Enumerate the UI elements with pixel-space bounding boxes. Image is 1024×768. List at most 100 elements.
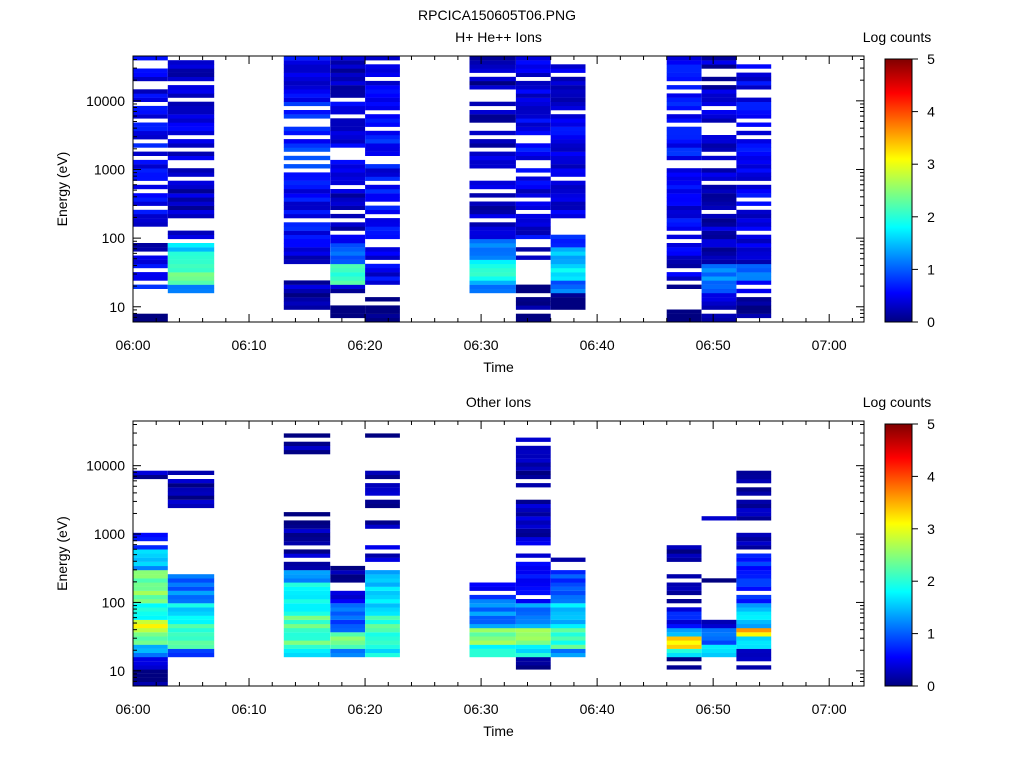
heatmap-cell bbox=[283, 222, 331, 227]
heatmap-cell bbox=[701, 226, 737, 231]
heatmap-cell bbox=[283, 255, 331, 260]
heatmap-cell bbox=[167, 499, 215, 504]
heatmap-cell bbox=[550, 89, 586, 94]
heatmap-cell bbox=[133, 677, 168, 682]
heatmap-cell bbox=[469, 259, 516, 265]
heatmap-cell bbox=[365, 56, 400, 61]
y-axis-label: Energy (eV) bbox=[54, 516, 70, 591]
heatmap-cell bbox=[330, 243, 366, 248]
heatmap-cell bbox=[736, 76, 772, 82]
heatmap-cell bbox=[167, 574, 215, 579]
heatmap-cell bbox=[736, 297, 772, 302]
heatmap-cell bbox=[515, 578, 551, 583]
heatmap-cell bbox=[666, 628, 702, 633]
heatmap-cell bbox=[666, 76, 702, 82]
x-tick-label: 06:50 bbox=[696, 337, 731, 353]
heatmap-cell bbox=[365, 309, 400, 314]
heatmap-cell bbox=[330, 172, 366, 177]
heatmap-cell bbox=[365, 205, 400, 210]
heatmap-cell bbox=[736, 313, 772, 319]
heatmap-cell bbox=[365, 623, 400, 629]
heatmap-cell bbox=[283, 648, 331, 653]
heatmap-cell bbox=[666, 272, 702, 277]
heatmap-cell bbox=[736, 305, 772, 310]
heatmap-cell bbox=[365, 628, 400, 633]
heatmap-cell bbox=[469, 619, 516, 625]
heatmap-cell bbox=[167, 603, 215, 608]
heatmap-cell bbox=[469, 652, 516, 658]
heatmap-cell bbox=[365, 305, 400, 310]
heatmap-cell bbox=[167, 76, 215, 82]
heatmap-cell bbox=[133, 317, 168, 323]
heatmap-cell bbox=[283, 599, 331, 604]
heatmap-cell bbox=[133, 222, 168, 227]
colorbar-tick-label: 1 bbox=[927, 261, 935, 277]
heatmap-cell bbox=[330, 578, 366, 583]
heatmap-cell bbox=[167, 93, 215, 98]
heatmap-cell bbox=[133, 545, 168, 550]
heatmap-cell bbox=[666, 209, 702, 215]
heatmap-cell bbox=[666, 557, 702, 562]
heatmap-cell bbox=[666, 151, 702, 156]
heatmap-cell bbox=[550, 292, 586, 298]
heatmap-cell bbox=[330, 632, 366, 637]
heatmap-cell bbox=[167, 72, 215, 77]
heatmap-cell bbox=[365, 499, 400, 504]
heatmap-cell bbox=[365, 574, 400, 579]
heatmap-cell bbox=[283, 176, 331, 181]
heatmap-cell bbox=[515, 288, 551, 294]
heatmap-cell bbox=[133, 255, 168, 260]
heatmap-cell bbox=[515, 458, 551, 463]
heatmap-cell bbox=[167, 126, 215, 132]
heatmap-cell bbox=[283, 251, 331, 256]
heatmap-cell bbox=[701, 213, 737, 219]
heatmap-cell bbox=[469, 288, 516, 294]
panel-h-he-ions: 06:00 06:10 06:20 06:30 06:40 06:50 07:0010100… bbox=[54, 29, 935, 375]
heatmap-cell bbox=[167, 60, 215, 65]
heatmap-cell bbox=[133, 135, 168, 140]
heatmap-cell bbox=[515, 445, 551, 451]
heatmap-cell bbox=[736, 578, 772, 583]
heatmap-cell bbox=[666, 172, 702, 177]
heatmap-cell bbox=[283, 450, 331, 455]
heatmap-cell bbox=[736, 110, 772, 115]
heatmap-cell bbox=[133, 56, 168, 61]
heatmap-cell bbox=[736, 64, 772, 69]
heatmap-cell bbox=[550, 268, 586, 273]
heatmap-cell bbox=[283, 541, 331, 546]
heatmap-cell bbox=[365, 599, 400, 604]
heatmap-cell bbox=[133, 68, 168, 73]
heatmap-cell bbox=[515, 599, 551, 604]
heatmap-cell bbox=[365, 143, 400, 148]
y-tick-label: 100 bbox=[102, 594, 126, 610]
heatmap-cell bbox=[167, 209, 215, 215]
y-tick-label: 10000 bbox=[86, 93, 125, 109]
y-tick-label: 1000 bbox=[94, 526, 125, 542]
heatmap-cell bbox=[365, 80, 400, 86]
heatmap-cell bbox=[167, 590, 215, 596]
heatmap-cell bbox=[666, 636, 702, 641]
heatmap-cell bbox=[330, 201, 366, 206]
heatmap-cell bbox=[515, 193, 551, 198]
heatmap-cell bbox=[330, 284, 366, 289]
heatmap-cell bbox=[550, 586, 586, 591]
heatmap-cell bbox=[330, 89, 366, 94]
heatmap-cell bbox=[365, 222, 400, 227]
heatmap-cell bbox=[550, 607, 586, 612]
heatmap-cell bbox=[736, 139, 772, 144]
heatmap-cell bbox=[701, 197, 737, 202]
heatmap-cell bbox=[365, 503, 400, 509]
heatmap-cell bbox=[550, 623, 586, 629]
heatmap-cell bbox=[167, 101, 215, 107]
heatmap-cell bbox=[736, 648, 772, 653]
heatmap-cell bbox=[469, 234, 516, 240]
heatmap-cell bbox=[666, 197, 702, 202]
heatmap-cell bbox=[365, 276, 400, 281]
heatmap-cell bbox=[666, 114, 702, 119]
heatmap-cell bbox=[550, 209, 586, 215]
heatmap-cell bbox=[550, 130, 586, 136]
heatmap-cell bbox=[550, 263, 586, 269]
heatmap-cell bbox=[550, 259, 586, 265]
heatmap-cell bbox=[167, 640, 215, 645]
heatmap-cell bbox=[550, 640, 586, 645]
